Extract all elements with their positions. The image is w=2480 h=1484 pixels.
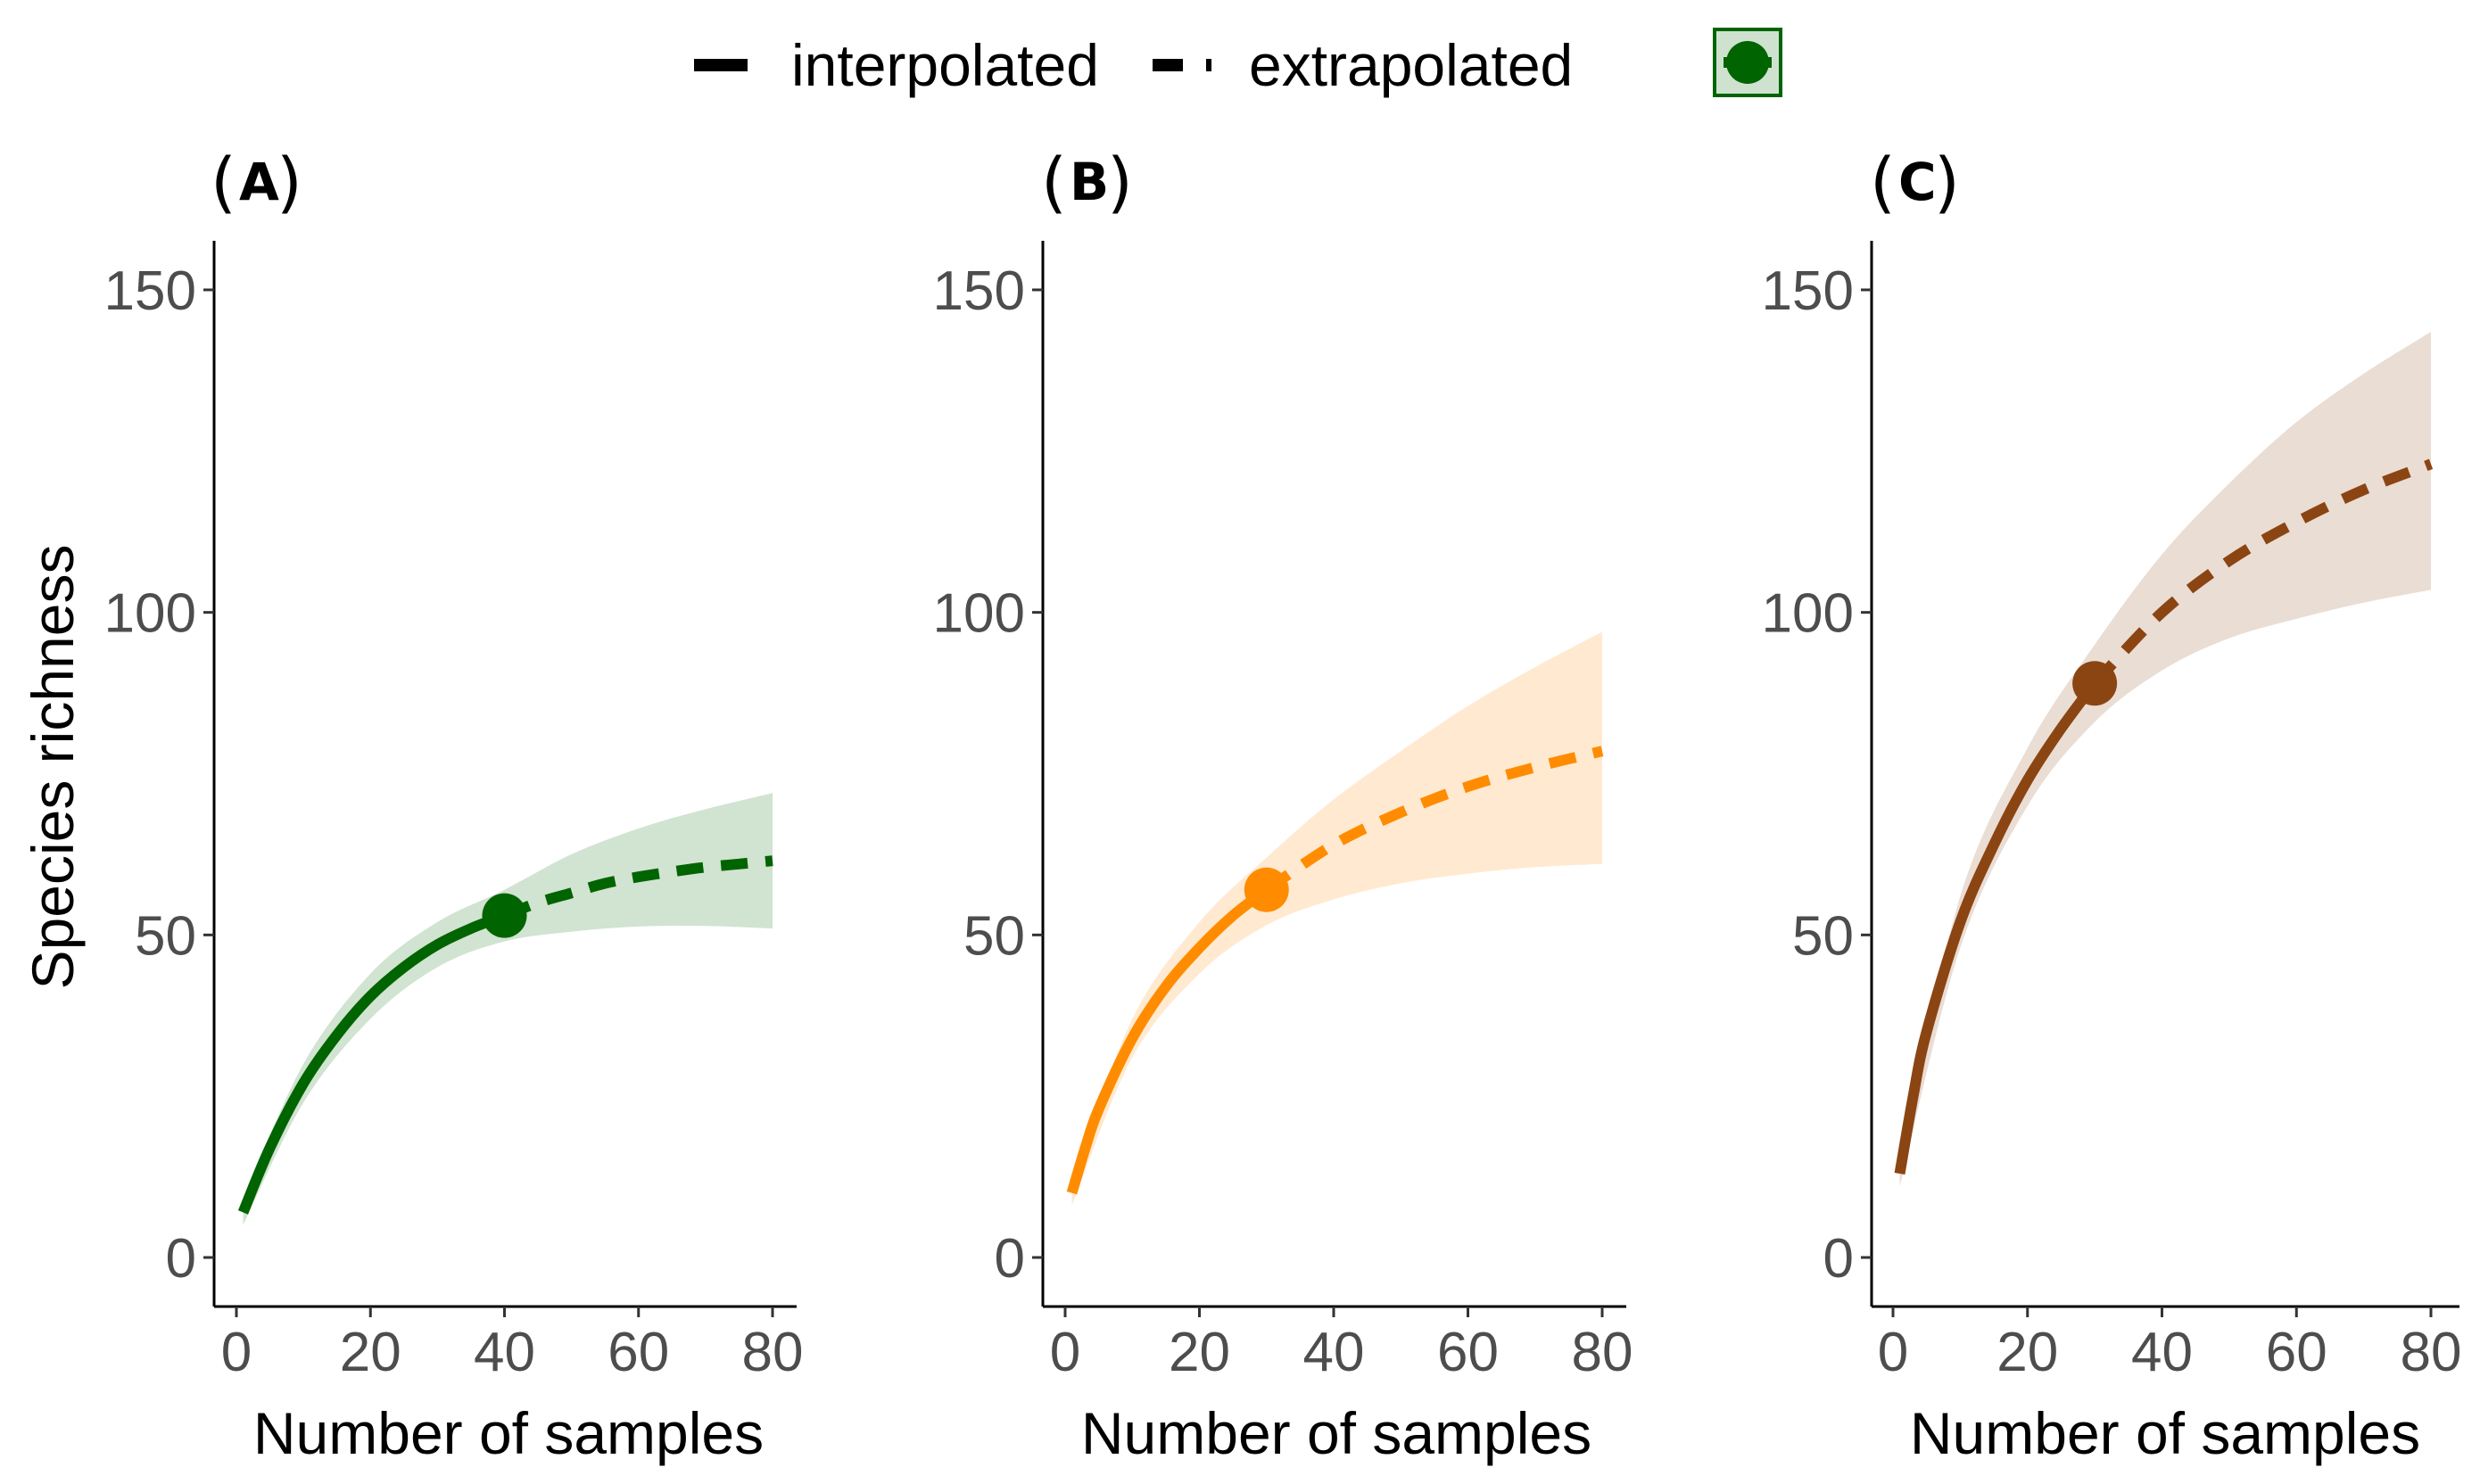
y-tick-label: 100: [104, 583, 196, 645]
x-tick-label: 60: [608, 1322, 669, 1383]
confidence-ribbon: [243, 793, 773, 1225]
extrapolated-line: [1263, 746, 1604, 895]
panel-a: ( A ) Number of samples 0 50 100 150 0 20 40 60…: [104, 144, 804, 1466]
extrapolated-line: [2090, 458, 2434, 688]
observed-point: [482, 893, 527, 938]
panel-tag-open-paren: (: [211, 144, 236, 221]
panel-tag-c: ( C ): [1870, 144, 1960, 221]
x-axis-title: Number of samples: [253, 1400, 764, 1466]
y-tick-label: 150: [1762, 260, 1854, 322]
observed-point: [2072, 661, 2118, 706]
y-tick-label: 150: [104, 260, 196, 322]
x-tick-label: 0: [1050, 1322, 1080, 1383]
confidence-ribbon: [1071, 631, 1602, 1207]
legend-interpolated-label: interpolated: [791, 32, 1099, 98]
panel-tag-letter: A: [239, 152, 279, 212]
y-tick-label: 50: [135, 905, 196, 967]
x-tick-label: 0: [1878, 1322, 1908, 1383]
interpolated-line: [1066, 885, 1270, 1195]
panel-tag-open-paren: (: [1041, 144, 1067, 221]
panel-tag-close-paren: ): [1107, 144, 1133, 221]
y-tick-label: 0: [1823, 1228, 1854, 1290]
x-tick-label: 80: [1572, 1322, 1633, 1383]
panel-tag-letter: C: [1898, 152, 1937, 212]
y-tick-label: 100: [1762, 583, 1854, 645]
legend-site-key-marker: [1726, 41, 1769, 84]
panel-b: ( B ) Number of samples 0 50 100 150 0 20 40 60…: [933, 144, 1633, 1466]
y-tick-label: 0: [166, 1228, 196, 1290]
x-tick-label: 0: [221, 1322, 252, 1383]
panel-tag-close-paren: ): [1934, 144, 1960, 221]
x-tick-label: 20: [1996, 1322, 2058, 1383]
x-tick-label: 40: [474, 1322, 535, 1383]
y-axis-title: Species richness: [20, 545, 86, 990]
y-tick-label: 0: [995, 1228, 1025, 1290]
legend: interpolated extrapolated: [694, 28, 1782, 98]
y-tick-label: 150: [933, 260, 1025, 322]
x-axis-title: Number of samples: [1081, 1400, 1591, 1466]
extrapolated-line: [502, 855, 773, 921]
x-tick-label: 20: [340, 1322, 401, 1383]
x-tick-label: 60: [1437, 1322, 1499, 1383]
x-tick-label: 80: [742, 1322, 804, 1383]
x-tick-label: 80: [2401, 1322, 2462, 1383]
x-tick-label: 40: [1303, 1322, 1365, 1383]
interpolated-line: [237, 910, 507, 1215]
x-tick-label: 40: [2131, 1322, 2193, 1383]
panel-tag-close-paren: ): [277, 144, 302, 221]
panel-c: ( C ) Number of samples 0 50 100 150 0 20 40 60…: [1762, 144, 2462, 1466]
x-tick-label: 60: [2266, 1322, 2327, 1383]
interpolated-line: [1894, 680, 2099, 1175]
observed-point: [1244, 867, 1289, 912]
panel-tag-open-paren: (: [1870, 144, 1896, 221]
y-tick-label: 50: [963, 905, 1025, 967]
y-tick-label: 100: [933, 583, 1025, 645]
confidence-ribbon: [1899, 332, 2431, 1187]
x-tick-label: 20: [1169, 1322, 1230, 1383]
panel-tag-b: ( B ): [1041, 144, 1133, 221]
legend-extrapolated-label: extrapolated: [1249, 32, 1573, 98]
panel-tag-letter: B: [1070, 152, 1109, 212]
x-axis-title: Number of samples: [1910, 1400, 2420, 1466]
y-tick-label: 50: [1792, 905, 1854, 967]
panel-tag-a: ( A ): [211, 144, 302, 221]
